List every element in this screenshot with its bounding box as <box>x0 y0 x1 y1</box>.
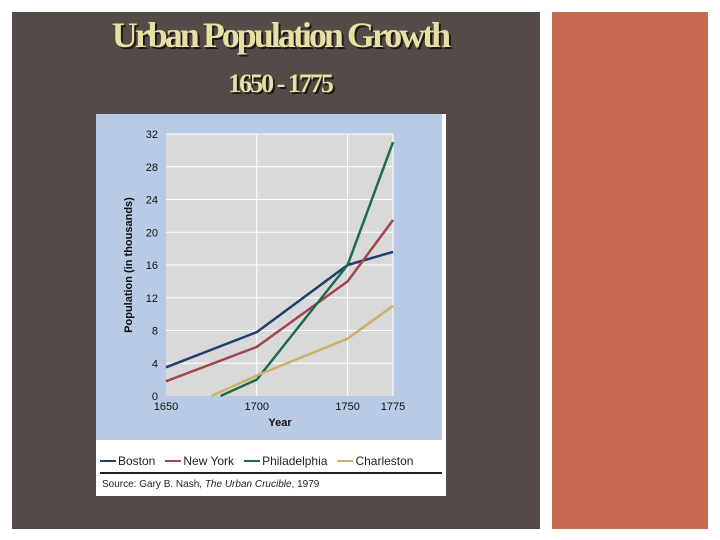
slide-subtitle: 1650 - 1775 <box>228 69 334 98</box>
x-tick-label: 1750 <box>335 401 359 413</box>
legend-item-new-york: New York <box>165 454 234 468</box>
legend-item-charleston: Charleston <box>337 454 413 468</box>
legend-item-boston: Boston <box>100 454 155 468</box>
legend-swatch <box>100 460 116 462</box>
x-tick-label: 1775 <box>381 401 405 413</box>
source-citation: Source: Gary B. Nash, The Urban Crucible… <box>102 479 319 490</box>
y-tick-label: 12 <box>146 293 158 305</box>
series-line-philadelphia <box>219 141 395 398</box>
legend-label: Charleston <box>355 454 414 468</box>
y-tick-label: 16 <box>146 260 158 272</box>
series-line-boston <box>165 250 394 369</box>
legend-label: Philadelphia <box>262 454 328 468</box>
y-tick-label: 32 <box>146 129 158 141</box>
line-chart: 0 4 8 12 16 20 24 28 32 1650 1700 1750 1775 Populati… <box>96 114 442 440</box>
legend-swatch <box>165 460 182 462</box>
source-work: The Urban Crucible <box>204 479 292 490</box>
series-line-charleston <box>210 304 394 398</box>
source-divider <box>100 472 442 474</box>
legend-item-philadelphia: Philadelphia <box>244 454 327 468</box>
x-tick-label: 1700 <box>245 401 269 413</box>
source-suffix: , 1979 <box>291 479 320 490</box>
chart-legend: Boston New York Philadelphia Charleston <box>100 450 442 472</box>
legend-swatch <box>244 460 261 462</box>
y-axis-label: Population (in thousands) <box>123 197 135 333</box>
series-line-new-york <box>165 219 395 383</box>
legend-label: Boston <box>118 454 156 468</box>
x-tick-label: 1650 <box>154 401 178 413</box>
y-tick-label: 0 <box>152 391 158 403</box>
y-tick-label: 28 <box>146 162 158 174</box>
legend-label: New York <box>183 454 235 468</box>
x-axis-label: Year <box>268 417 292 429</box>
y-tick-label: 24 <box>146 195 158 207</box>
slide-title: Urban Population Growth <box>111 15 451 55</box>
y-tick-label: 8 <box>152 326 158 338</box>
y-tick-label: 4 <box>152 358 158 370</box>
legend-swatch <box>337 460 354 462</box>
source-prefix: Source: Gary B. Nash, <box>102 479 205 490</box>
chart-card: 0 4 8 12 16 20 24 28 32 1650 1700 1750 1775 Populati… <box>96 114 446 496</box>
accent-panel <box>552 12 708 529</box>
y-tick-label: 20 <box>146 227 158 239</box>
